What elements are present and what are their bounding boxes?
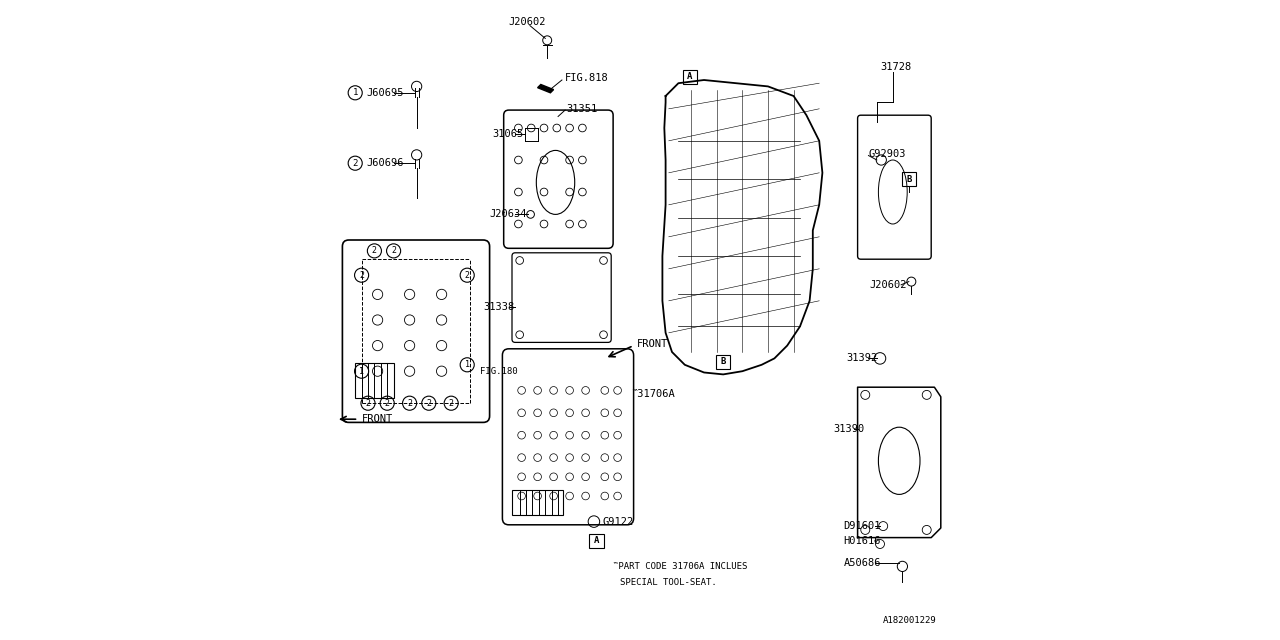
Text: J20602: J20602 (869, 280, 906, 290)
Text: 31728: 31728 (881, 62, 911, 72)
Text: ‷PART CODE 31706A INCLUES: ‷PART CODE 31706A INCLUES (613, 562, 748, 571)
Text: 2: 2 (372, 246, 376, 255)
Text: J60695: J60695 (366, 88, 403, 98)
Text: D91601: D91601 (844, 521, 881, 531)
Polygon shape (538, 84, 554, 93)
Text: 1: 1 (465, 360, 470, 369)
Text: B: B (906, 175, 911, 184)
Text: 31065: 31065 (493, 129, 524, 140)
Bar (512, 490, 563, 515)
Text: FIG.818: FIG.818 (564, 73, 608, 83)
Text: 2: 2 (449, 399, 453, 408)
Text: 1: 1 (352, 88, 358, 97)
Text: 2: 2 (465, 271, 470, 280)
Text: A: A (594, 536, 599, 545)
Text: 2: 2 (352, 159, 358, 168)
Text: ‷31706A: ‷31706A (631, 388, 675, 399)
Text: A50686: A50686 (844, 558, 881, 568)
Text: H01616: H01616 (844, 536, 881, 546)
Text: FIG.180: FIG.180 (480, 367, 517, 376)
Text: 2: 2 (407, 399, 412, 408)
Text: FRONT: FRONT (362, 414, 393, 424)
Text: SPECIAL TOOL-SEAT.: SPECIAL TOOL-SEAT. (620, 578, 717, 587)
Text: J20602: J20602 (508, 17, 547, 28)
Text: 31338: 31338 (484, 302, 515, 312)
Text: 31392: 31392 (846, 353, 877, 364)
Text: G9122: G9122 (603, 516, 634, 527)
Text: 31351: 31351 (566, 104, 598, 114)
Text: G92903: G92903 (869, 148, 906, 159)
Text: 1: 1 (360, 367, 364, 376)
Text: 2: 2 (392, 246, 396, 255)
Text: B: B (721, 357, 726, 366)
Text: 31390: 31390 (833, 424, 864, 434)
Bar (356, 363, 394, 398)
Text: J20634: J20634 (490, 209, 527, 220)
Text: 2: 2 (360, 271, 364, 280)
Text: 2: 2 (426, 399, 431, 408)
Text: A182001229: A182001229 (883, 616, 937, 625)
Text: FRONT: FRONT (637, 339, 668, 349)
Text: 2: 2 (366, 399, 370, 408)
Text: 2: 2 (385, 399, 389, 408)
Text: A: A (687, 72, 692, 81)
Text: J60696: J60696 (366, 158, 403, 168)
